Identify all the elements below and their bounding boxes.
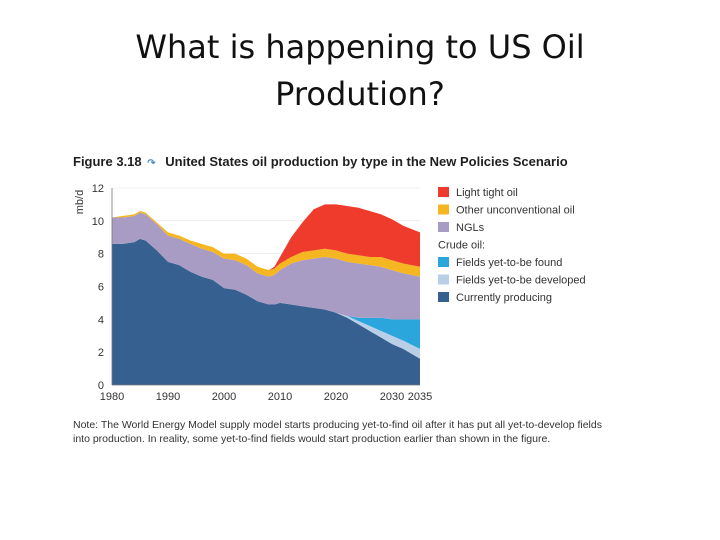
axis-layer: 0 2 4 6 8 10 12 mb/d 1980 1990 2000 2010 2020 2030 203… (74, 183, 432, 403)
y-tick-label-0: 0 (98, 380, 104, 392)
legend-swatch-light-tight-oil (438, 187, 449, 197)
y-tick-label-10: 10 (92, 216, 104, 228)
x-tick-label-1990: 1990 (156, 391, 180, 403)
legend-label-fields-yet-to-be-found: Fields yet-to-be found (456, 257, 562, 269)
area-ngls (112, 212, 420, 320)
area-currently-producing (112, 238, 420, 385)
oil-production-chart: 0 2 4 6 8 10 12 mb/d 1980 1990 2000 2010 2020 2030 203… (74, 183, 586, 403)
legend-swatch-fields-yet-to-be-developed (438, 274, 449, 285)
legend-label-light-tight-oil: Light tight oil (456, 187, 518, 199)
figure-number: Figure 3.18 (73, 154, 142, 169)
slide-title-line-2: Prodution? (275, 75, 445, 113)
legend-swatch-other-unconventional-oil (438, 204, 449, 215)
y-tick-label-8: 8 (98, 249, 104, 261)
link-arrow-icon[interactable]: ↷ (147, 158, 156, 169)
area-other-unconventional-oil (112, 210, 420, 277)
x-tick-label-2030: 2030 (380, 391, 404, 403)
figure-note: Note: The World Energy Model supply mode… (73, 419, 602, 445)
y-tick-label-6: 6 (98, 282, 104, 294)
x-tick-label-2035: 2035 (408, 391, 432, 403)
legend-swatch-currently-producing (438, 292, 449, 302)
legend-label-other-unconventional-oil: Other unconventional oil (456, 205, 575, 217)
y-tick-label-4: 4 (98, 314, 104, 326)
legend: Light tight oil Other unconventional oil N… (438, 187, 586, 304)
x-tick-label-1980: 1980 (100, 391, 124, 403)
y-tick-label-2: 2 (98, 347, 104, 359)
legend-label-ngls: NGLs (456, 222, 485, 234)
slide-title: What is happening to US Oil Prodution? (90, 24, 630, 118)
legend-label-fields-yet-to-be-developed: Fields yet-to-be developed (456, 275, 586, 287)
y-axis-label: mb/d (74, 190, 86, 214)
legend-swatch-ngls (438, 222, 449, 232)
y-tick-label-12: 12 (92, 183, 104, 195)
area-layer (112, 204, 420, 385)
x-tick-label-2020: 2020 (324, 391, 348, 403)
legend-label-currently-producing: Currently producing (456, 292, 552, 304)
figure-heading: Figure 3.18 ↷ United States oil producti… (73, 154, 568, 169)
legend-swatch-fields-yet-to-be-found (438, 257, 449, 267)
x-tick-label-2000: 2000 (212, 391, 236, 403)
figure-caption: United States oil production by type in … (165, 154, 568, 169)
legend-label-crude-oil: Crude oil: (438, 240, 485, 252)
x-tick-label-2010: 2010 (268, 391, 292, 403)
slide-title-line-1: What is happening to US Oil (135, 28, 585, 66)
area-light-tight-oil (112, 204, 420, 271)
